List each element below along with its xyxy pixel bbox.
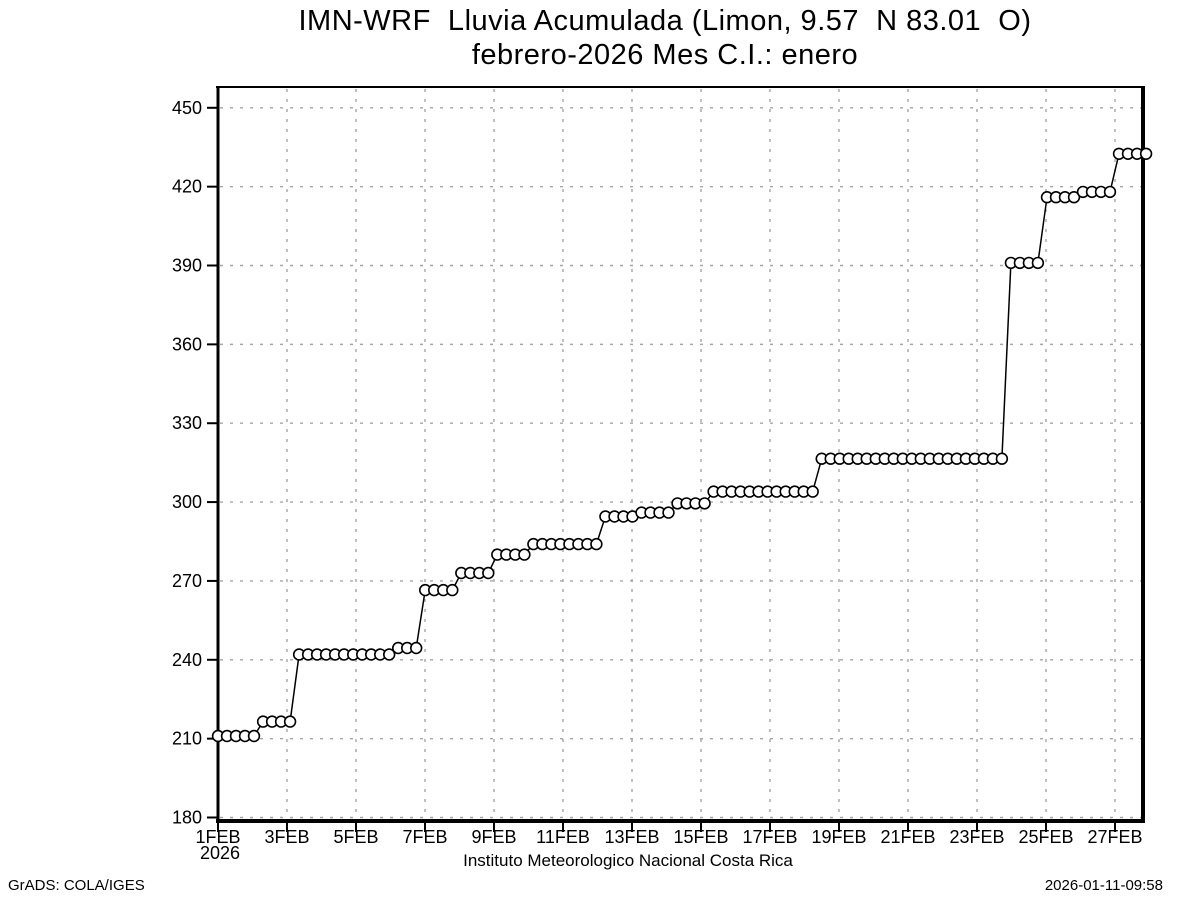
y-tick-label: 210: [172, 729, 202, 749]
x-tick-label: 13FEB: [604, 827, 659, 847]
x-tick-label: 17FEB: [742, 827, 797, 847]
data-point-marker: [1103, 185, 1117, 199]
x-tick-label: 11FEB: [536, 827, 590, 847]
chart-title: IMN-WRF Lluvia Acumulada (Limon, 9.57 N …: [298, 5, 1032, 37]
x-tick-label: 9FEB: [471, 827, 516, 847]
x-axis-caption: Instituto Meteorologico Nacional Costa R…: [463, 851, 793, 870]
axis-ticks: [207, 106, 1116, 832]
x-tick-label: 5FEB: [333, 827, 378, 847]
x-tick-label: 3FEB: [264, 827, 309, 847]
data-point-marker: [283, 715, 297, 728]
y-tick-label: 390: [172, 256, 202, 276]
x-tick-label: 27FEB: [1087, 827, 1142, 847]
y-tick-label: 450: [172, 98, 202, 118]
y-tick-label: 360: [172, 334, 202, 354]
data-point-marker: [590, 537, 603, 551]
data-point-marker: [383, 648, 396, 661]
creation-timestamp: 2026-01-11-09:58: [1044, 877, 1163, 894]
data-point-marker: [806, 485, 819, 498]
y-tick-label: 300: [172, 492, 202, 512]
x-tick-label: 7FEB: [402, 827, 447, 847]
data-point-marker: [1067, 191, 1081, 204]
data-point-marker: [1139, 147, 1153, 161]
data-line: [218, 153, 1147, 737]
y-tick-label: 420: [172, 177, 202, 197]
x-tick-label: 19FEB: [811, 827, 866, 847]
x-axis-year-label: 2026: [199, 843, 241, 863]
data-point-marker: [698, 497, 711, 510]
y-tick-label: 330: [172, 413, 202, 433]
x-tick-label: 21FEB: [880, 827, 935, 847]
axis-tick-labels: 180 210 240 270 300 330 360 390 420 450 1FEB 3FEB 5F…: [172, 98, 1143, 847]
data-point-marker: [410, 641, 423, 655]
chart-subtitle: febrero-2026 Mes C.I.: enero: [471, 39, 859, 71]
y-tick-label: 240: [172, 650, 202, 670]
gridlines: [220, 89, 1141, 819]
y-tick-label: 270: [172, 571, 202, 591]
data-point-marker: [247, 729, 261, 743]
plot-frame: [216, 86, 1145, 823]
data-point-marker: [662, 506, 675, 519]
grads-credit-text: GrADS: COLA/IGES: [8, 877, 145, 894]
data-points: [211, 147, 1153, 743]
x-tick-label: 25FEB: [1018, 827, 1073, 847]
data-point-marker: [1031, 256, 1045, 270]
data-point-marker: [446, 583, 459, 597]
data-point-marker: [518, 548, 531, 561]
data-point-marker: [482, 566, 495, 580]
x-tick-label: 23FEB: [949, 827, 1004, 847]
x-tick-label: 15FEB: [673, 827, 728, 847]
data-point-marker: [995, 452, 1009, 465]
y-tick-label: 180: [172, 808, 202, 828]
x-tick-label: 1FEB: [195, 827, 240, 847]
